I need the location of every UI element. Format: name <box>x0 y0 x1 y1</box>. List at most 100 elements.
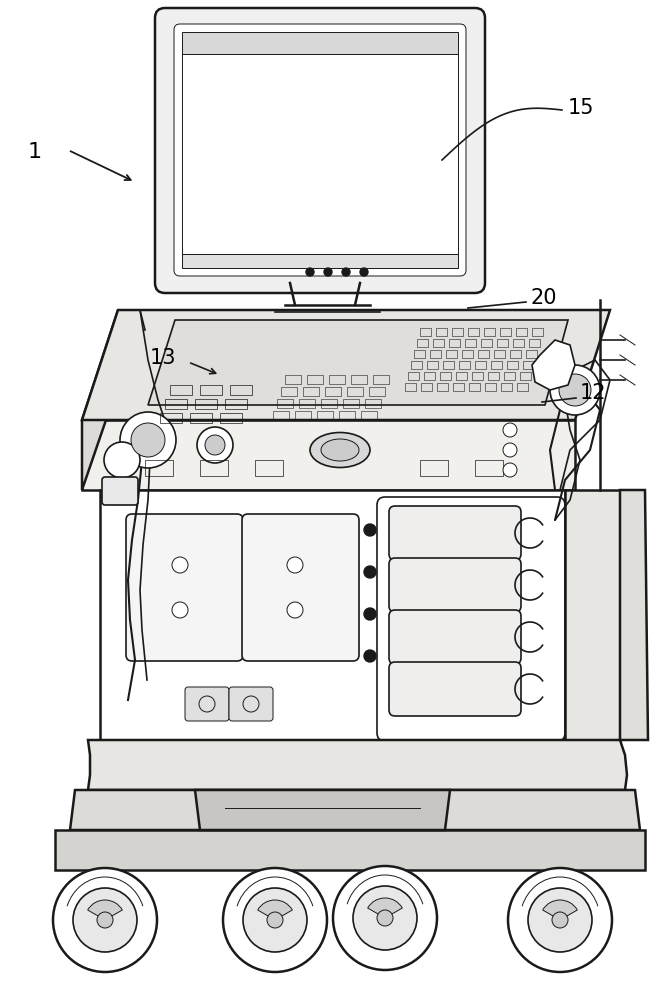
Circle shape <box>364 566 376 578</box>
Bar <box>405 383 416 391</box>
FancyBboxPatch shape <box>126 514 243 661</box>
Bar <box>427 361 438 369</box>
Bar <box>491 361 502 369</box>
Bar <box>449 339 460 347</box>
Circle shape <box>508 868 612 972</box>
Polygon shape <box>532 340 575 390</box>
Bar <box>182 254 458 268</box>
Bar <box>299 399 315 408</box>
Bar <box>273 411 289 420</box>
Polygon shape <box>82 310 610 420</box>
Wedge shape <box>368 898 403 918</box>
Bar <box>468 328 479 336</box>
Bar <box>501 383 512 391</box>
Bar <box>446 350 457 358</box>
Text: 1: 1 <box>28 142 42 162</box>
Bar <box>430 350 441 358</box>
Bar <box>165 399 187 409</box>
Bar <box>453 383 464 391</box>
Bar <box>484 328 495 336</box>
Circle shape <box>73 888 137 952</box>
Polygon shape <box>565 490 620 740</box>
Bar <box>170 385 192 395</box>
Bar <box>339 411 355 420</box>
FancyBboxPatch shape <box>389 506 521 560</box>
Bar <box>160 413 182 423</box>
Circle shape <box>377 910 393 926</box>
Bar <box>420 328 431 336</box>
Polygon shape <box>70 790 640 830</box>
Circle shape <box>53 868 157 972</box>
Bar <box>255 460 283 476</box>
Circle shape <box>559 374 591 406</box>
Bar <box>343 399 359 408</box>
Bar <box>414 350 425 358</box>
Bar <box>145 460 173 476</box>
Polygon shape <box>82 310 118 490</box>
Circle shape <box>342 268 350 276</box>
Bar <box>529 339 540 347</box>
Circle shape <box>197 427 233 463</box>
FancyBboxPatch shape <box>185 687 229 721</box>
Bar <box>516 328 527 336</box>
Circle shape <box>172 557 188 573</box>
Bar <box>361 411 377 420</box>
Bar <box>373 375 389 384</box>
Circle shape <box>550 365 600 415</box>
Circle shape <box>333 866 437 970</box>
Circle shape <box>324 268 332 276</box>
Circle shape <box>503 463 517 477</box>
Bar <box>225 399 247 409</box>
Bar <box>520 372 531 380</box>
Bar <box>494 350 505 358</box>
Text: 20: 20 <box>530 288 557 308</box>
Bar <box>303 387 319 396</box>
Circle shape <box>243 888 307 952</box>
Polygon shape <box>88 740 627 790</box>
Bar <box>465 339 476 347</box>
Bar <box>507 361 518 369</box>
Circle shape <box>223 868 327 972</box>
Bar <box>500 328 511 336</box>
Bar <box>469 383 480 391</box>
Bar <box>307 375 323 384</box>
Polygon shape <box>620 490 648 740</box>
Bar <box>420 460 448 476</box>
Bar <box>424 372 435 380</box>
Wedge shape <box>258 900 292 920</box>
Polygon shape <box>82 420 575 490</box>
Circle shape <box>287 557 303 573</box>
Bar <box>478 350 489 358</box>
Ellipse shape <box>321 439 359 461</box>
Circle shape <box>104 442 140 478</box>
Text: 15: 15 <box>568 98 594 118</box>
Bar <box>220 413 242 423</box>
Bar <box>452 328 463 336</box>
Bar <box>532 328 543 336</box>
Circle shape <box>360 268 368 276</box>
Bar <box>437 383 448 391</box>
Ellipse shape <box>310 432 370 468</box>
Bar <box>485 383 496 391</box>
Circle shape <box>353 886 417 950</box>
Bar <box>475 460 503 476</box>
Bar <box>417 339 428 347</box>
Bar <box>329 375 345 384</box>
Circle shape <box>364 524 376 536</box>
Bar <box>459 361 470 369</box>
Bar <box>456 372 467 380</box>
Bar <box>481 339 492 347</box>
Bar <box>230 385 252 395</box>
Bar <box>517 383 528 391</box>
Circle shape <box>267 912 283 928</box>
Bar <box>510 350 521 358</box>
Circle shape <box>172 602 188 618</box>
FancyBboxPatch shape <box>229 687 273 721</box>
Bar <box>182 32 458 54</box>
Polygon shape <box>100 490 565 740</box>
FancyBboxPatch shape <box>389 662 521 716</box>
Polygon shape <box>55 830 645 870</box>
Bar <box>295 411 311 420</box>
Circle shape <box>205 435 225 455</box>
Bar <box>277 399 293 408</box>
